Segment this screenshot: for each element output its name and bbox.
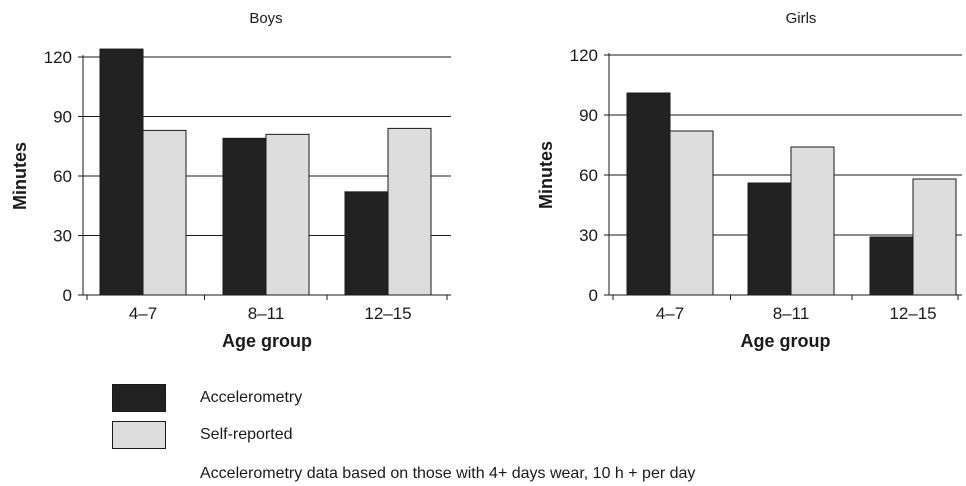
girls-x-axis-label: Age group [741,331,831,351]
boys-category-label: 4–7 [129,304,157,323]
girls-y-axis-label: Minutes [536,141,556,209]
boys-y-tick-label: 30 [53,227,72,246]
boys-bar-self-reported [265,133,310,296]
girls-bar-accelerometry [869,236,914,296]
legend-item-self-reported: Self-reported [112,421,812,451]
boys-y-tick-label: 120 [44,48,72,67]
girls-y-tick-label: 90 [579,106,598,125]
boys-bar-accelerometry [222,137,267,296]
boys-y-tick-label: 60 [53,167,72,186]
girls-y-tick-label: 30 [579,226,598,245]
boys-chart-title: Boys [249,10,282,27]
legend-label-self-reported: Self-reported [200,426,293,443]
legend-swatch-accelerometry [112,384,166,412]
legend-label-accelerometry: Accelerometry [200,389,303,406]
girls-category-label: 12–15 [889,304,936,323]
boys-y-tick-label: 0 [63,286,72,305]
girls-bar-accelerometry [626,92,671,296]
footnote: Accelerometry data based on those with 4… [200,465,696,482]
girls-chart-title: Girls [786,10,817,27]
girls-category-label: 8–11 [773,304,810,323]
boys-x-axis-label: Age group [222,331,312,351]
boys-bar-self-reported [142,129,187,296]
girls-y-tick-label: 0 [589,286,598,305]
boys-category-label: 12–15 [364,304,411,323]
girls-y-tick-label: 60 [579,166,598,185]
girls-bar-self-reported [912,178,957,296]
boys-bar-accelerometry [99,48,144,296]
boys-y-tick-label: 90 [53,108,72,127]
girls-y-tick-label: 120 [570,46,598,65]
boys-category-label: 8–11 [248,304,285,323]
girls-category-label: 4–7 [656,304,684,323]
boys-y-axis-label: Minutes [10,142,30,210]
girls-bar-self-reported [669,130,714,296]
girls-bar-self-reported [790,146,835,296]
charts-svg: 0 30 60 90 120 4–7 8–11 12–15 Boys Age group Minut… [10,10,962,351]
legend-item-accelerometry: Accelerometry [112,384,812,414]
boys-bar-self-reported [387,127,432,296]
boys-bar-accelerometry [344,191,389,296]
girls-bar-accelerometry [747,182,792,296]
legend-swatch-self-reported [112,421,166,449]
